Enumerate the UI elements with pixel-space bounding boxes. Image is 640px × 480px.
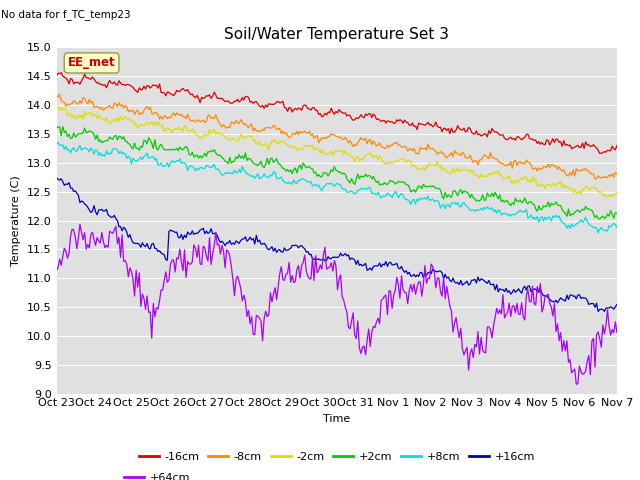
-2cm xyxy=(221,134,229,140)
-2cm xyxy=(123,116,131,122)
-8cm xyxy=(584,168,591,174)
-16cm xyxy=(221,98,229,104)
-8cm xyxy=(123,104,131,110)
Line: +64cm: +64cm xyxy=(56,224,617,384)
-2cm xyxy=(240,135,248,141)
+64cm xyxy=(76,221,84,227)
+8cm xyxy=(123,155,131,161)
+64cm xyxy=(221,265,229,271)
+64cm xyxy=(240,292,248,298)
-16cm xyxy=(613,143,621,148)
+2cm xyxy=(596,216,604,222)
-2cm xyxy=(613,189,621,195)
+8cm xyxy=(54,140,62,145)
X-axis label: Time: Time xyxy=(323,414,350,424)
-16cm xyxy=(300,103,307,108)
+16cm xyxy=(298,243,305,249)
+16cm xyxy=(595,309,602,314)
+64cm xyxy=(52,267,60,273)
Text: EE_met: EE_met xyxy=(68,57,115,70)
-8cm xyxy=(250,128,257,134)
-8cm xyxy=(240,122,248,128)
Line: +2cm: +2cm xyxy=(56,126,617,219)
Line: -16cm: -16cm xyxy=(56,72,617,154)
+16cm xyxy=(613,301,621,307)
Y-axis label: Temperature (C): Temperature (C) xyxy=(12,175,21,266)
-8cm xyxy=(300,129,307,135)
+2cm xyxy=(582,204,589,209)
+16cm xyxy=(582,295,589,301)
+8cm xyxy=(240,168,248,174)
-16cm xyxy=(123,82,131,87)
-8cm xyxy=(52,92,60,98)
+16cm xyxy=(220,240,227,246)
+8cm xyxy=(613,225,621,230)
-2cm xyxy=(54,103,62,109)
-2cm xyxy=(584,184,591,190)
Text: No data for f_TC_temp23: No data for f_TC_temp23 xyxy=(1,9,130,20)
+64cm xyxy=(250,332,257,337)
-8cm xyxy=(613,171,621,177)
+8cm xyxy=(300,176,307,182)
+8cm xyxy=(595,230,602,236)
-16cm xyxy=(596,151,604,156)
+64cm xyxy=(572,381,580,387)
+2cm xyxy=(613,211,621,216)
Line: +16cm: +16cm xyxy=(56,178,617,312)
+8cm xyxy=(250,173,257,179)
+64cm xyxy=(585,353,593,359)
-8cm xyxy=(593,176,600,182)
Legend: +64cm: +64cm xyxy=(120,468,195,480)
-16cm xyxy=(52,73,60,79)
+2cm xyxy=(239,153,246,159)
-8cm xyxy=(221,124,229,130)
+64cm xyxy=(613,329,621,335)
+64cm xyxy=(123,261,131,267)
-2cm xyxy=(250,137,257,143)
+8cm xyxy=(584,219,591,225)
Title: Soil/Water Temperature Set 3: Soil/Water Temperature Set 3 xyxy=(224,27,449,42)
-16cm xyxy=(58,70,65,75)
-2cm xyxy=(604,194,611,200)
+2cm xyxy=(248,158,255,164)
+2cm xyxy=(122,138,129,144)
-16cm xyxy=(240,97,248,103)
Line: -8cm: -8cm xyxy=(56,95,617,179)
Line: +8cm: +8cm xyxy=(56,143,617,233)
+16cm xyxy=(122,226,129,231)
-2cm xyxy=(52,104,60,109)
-2cm xyxy=(300,145,307,151)
-16cm xyxy=(250,100,257,106)
+8cm xyxy=(221,170,229,176)
+64cm xyxy=(300,260,307,265)
Line: -2cm: -2cm xyxy=(56,106,617,197)
+16cm xyxy=(52,175,60,180)
+8cm xyxy=(52,141,60,147)
-16cm xyxy=(584,142,591,148)
+2cm xyxy=(52,123,60,129)
+2cm xyxy=(220,156,227,162)
+16cm xyxy=(239,236,246,242)
+2cm xyxy=(298,167,305,172)
-8cm xyxy=(56,92,63,97)
+16cm xyxy=(248,237,255,243)
